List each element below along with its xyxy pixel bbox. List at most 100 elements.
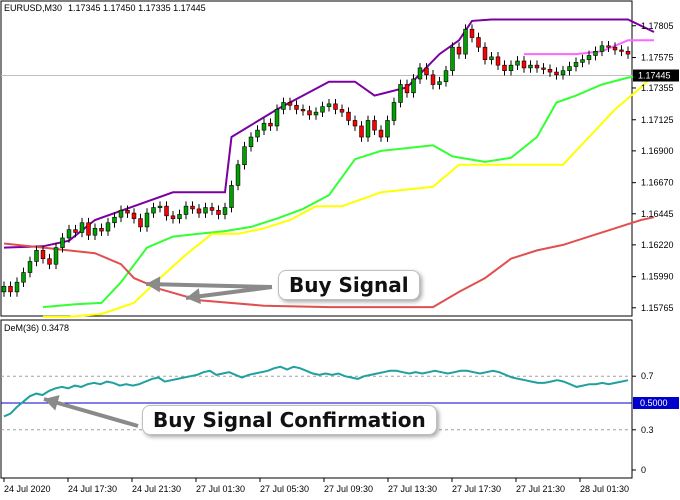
candle-body xyxy=(528,64,533,69)
candle-body xyxy=(196,208,202,214)
series-green_line xyxy=(42,72,655,309)
candle-body xyxy=(105,222,111,232)
candle-body xyxy=(112,216,117,224)
candle-body xyxy=(482,46,488,60)
x-tick-label: 27 Jul 01:30 xyxy=(196,484,245,494)
candle-body xyxy=(14,281,20,293)
chart-title: EURUSD,M30 xyxy=(4,3,62,13)
candle-body xyxy=(612,46,618,51)
candle-body xyxy=(281,102,286,110)
candle-body xyxy=(235,164,241,186)
candle-body xyxy=(443,70,449,83)
candle-body xyxy=(404,84,410,94)
series-upper_band xyxy=(3,18,655,249)
ohlc-header: 1.17345 1.17450 1.17335 1.17445 xyxy=(68,3,206,13)
candle-body xyxy=(229,185,234,208)
arrow-shaft xyxy=(43,397,139,428)
candle-body xyxy=(339,109,345,113)
candle-body xyxy=(287,102,293,106)
candle-body xyxy=(313,111,319,116)
candle-body xyxy=(554,71,559,76)
candle-body xyxy=(131,212,137,219)
candle-body xyxy=(437,81,442,85)
candle-body xyxy=(170,215,176,219)
x-tick-label: 24 Jul 21:30 xyxy=(132,484,181,494)
candle-body xyxy=(242,146,247,165)
candle-body xyxy=(346,111,351,121)
axis-layer: 1.17805 1.17575 1.17355 1.17125 1.16900 1.166… xyxy=(3,21,679,494)
arrow-shaft xyxy=(145,282,273,289)
arrow-head xyxy=(186,288,201,305)
x-tick-label: 27 Jul 21:30 xyxy=(516,484,565,494)
candle-body xyxy=(547,68,553,73)
arrow-head xyxy=(146,276,161,293)
candle-body xyxy=(476,37,481,48)
y-tick-label: 1.15990 xyxy=(641,272,674,282)
candle-body xyxy=(326,103,332,107)
candle-body xyxy=(625,51,631,55)
candle-body xyxy=(144,212,150,228)
candle-body xyxy=(424,67,429,76)
ind-y-tick-label: 0.7 xyxy=(641,371,654,381)
current-price-box xyxy=(633,69,679,82)
candle-body xyxy=(391,102,397,121)
candle-body xyxy=(164,205,169,217)
candle-body xyxy=(450,46,455,71)
candle-body xyxy=(99,227,104,232)
candle-body xyxy=(515,60,520,66)
candle-body xyxy=(365,120,371,138)
candle-body xyxy=(456,46,462,55)
candle-body xyxy=(60,237,65,248)
candle-body xyxy=(359,125,364,138)
candle-body xyxy=(268,122,273,127)
candle-body xyxy=(495,56,501,66)
candle-body xyxy=(40,250,46,260)
annotation-arrow xyxy=(185,285,273,305)
dem-line xyxy=(3,365,629,418)
candle-body xyxy=(79,222,85,233)
candle-body xyxy=(599,45,605,52)
candle-body xyxy=(138,218,143,228)
candle-body xyxy=(66,229,72,239)
y-tick-label: 1.16445 xyxy=(641,209,674,219)
y-tick-label: 1.16900 xyxy=(641,146,674,156)
candle-body xyxy=(27,261,33,273)
candle-body xyxy=(320,106,325,113)
candle-body xyxy=(190,205,195,210)
y-tick-label: 1.16670 xyxy=(641,178,674,188)
arrow-head xyxy=(44,395,60,411)
candle-body xyxy=(34,250,39,262)
candle-body xyxy=(151,207,156,214)
candle-body xyxy=(469,28,475,38)
x-tick-label: 28 Jul 01:30 xyxy=(580,484,629,494)
candle-body xyxy=(222,207,228,215)
ind-y-tick-label: 0 xyxy=(641,465,646,475)
candle-body xyxy=(411,78,416,94)
candle-body xyxy=(489,56,494,60)
x-tick-label: 24 Jul 2020 xyxy=(4,484,51,494)
annotation-arrow xyxy=(145,276,273,293)
y-tick-label: 1.17575 xyxy=(641,53,674,63)
candle-body xyxy=(417,67,423,80)
candle-body xyxy=(508,64,514,71)
candle-body xyxy=(573,62,579,67)
signal-level-label: 0.5000 xyxy=(640,398,668,408)
candle-body xyxy=(1,286,7,293)
x-tick-label: 27 Jul 09:30 xyxy=(324,484,373,494)
candle-body xyxy=(300,109,306,112)
candle-body xyxy=(118,210,124,218)
candle-body xyxy=(53,247,59,265)
candle-body xyxy=(274,109,280,127)
y-tick-label: 1.16220 xyxy=(641,240,674,250)
candle-body xyxy=(534,64,540,69)
candle-body xyxy=(248,136,254,148)
candle-body xyxy=(541,67,546,70)
candle-body xyxy=(209,207,215,211)
candle-body xyxy=(73,229,78,233)
y-tick-label: 1.17125 xyxy=(641,115,674,125)
main-panel-frame xyxy=(0,0,633,317)
candle-body xyxy=(307,110,312,116)
candle-body xyxy=(463,28,468,55)
y-tick-label: 1.17355 xyxy=(641,83,674,93)
